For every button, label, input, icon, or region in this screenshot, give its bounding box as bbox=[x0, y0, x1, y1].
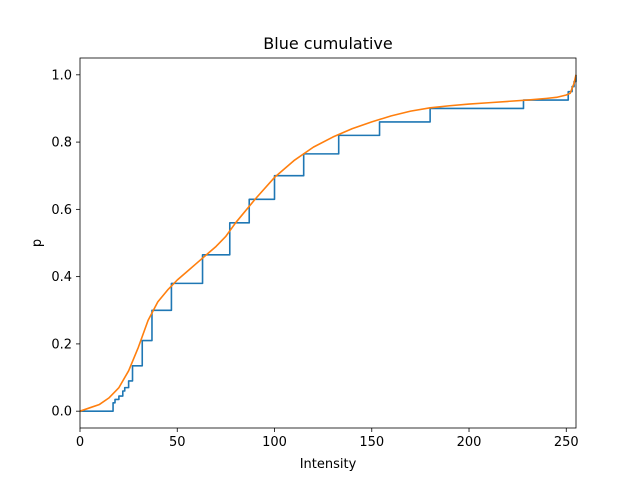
plot-area bbox=[80, 58, 576, 428]
x-tick-label: 150 bbox=[359, 435, 384, 450]
chart-title: Blue cumulative bbox=[263, 34, 392, 53]
y-tick-label: 1.0 bbox=[51, 68, 72, 83]
y-tick-label: 0.6 bbox=[51, 203, 72, 218]
axes-frame bbox=[79, 57, 577, 429]
series-layer bbox=[79, 74, 577, 412]
x-tick-label: 250 bbox=[554, 435, 579, 450]
y-tick-label: 0.0 bbox=[51, 405, 72, 420]
x-tick-label: 0 bbox=[76, 435, 84, 450]
x-tick-label: 100 bbox=[262, 435, 287, 450]
y-tick-label: 0.4 bbox=[51, 270, 72, 285]
x-axis-title: Intensity bbox=[300, 457, 357, 472]
y-tick-label: 0.2 bbox=[51, 337, 72, 352]
x-tick-label: 50 bbox=[169, 435, 186, 450]
series-line-1 bbox=[79, 74, 577, 412]
axes-layer: 0 50 100 150 200 250 0.0 0.2 0.4 0.6 0.8 1.0 bbox=[51, 57, 579, 450]
x-tick-label: 200 bbox=[457, 435, 482, 450]
y-tick-label: 0.8 bbox=[51, 136, 72, 151]
y-axis-title: p bbox=[30, 239, 45, 247]
series-line-0 bbox=[80, 74, 577, 412]
